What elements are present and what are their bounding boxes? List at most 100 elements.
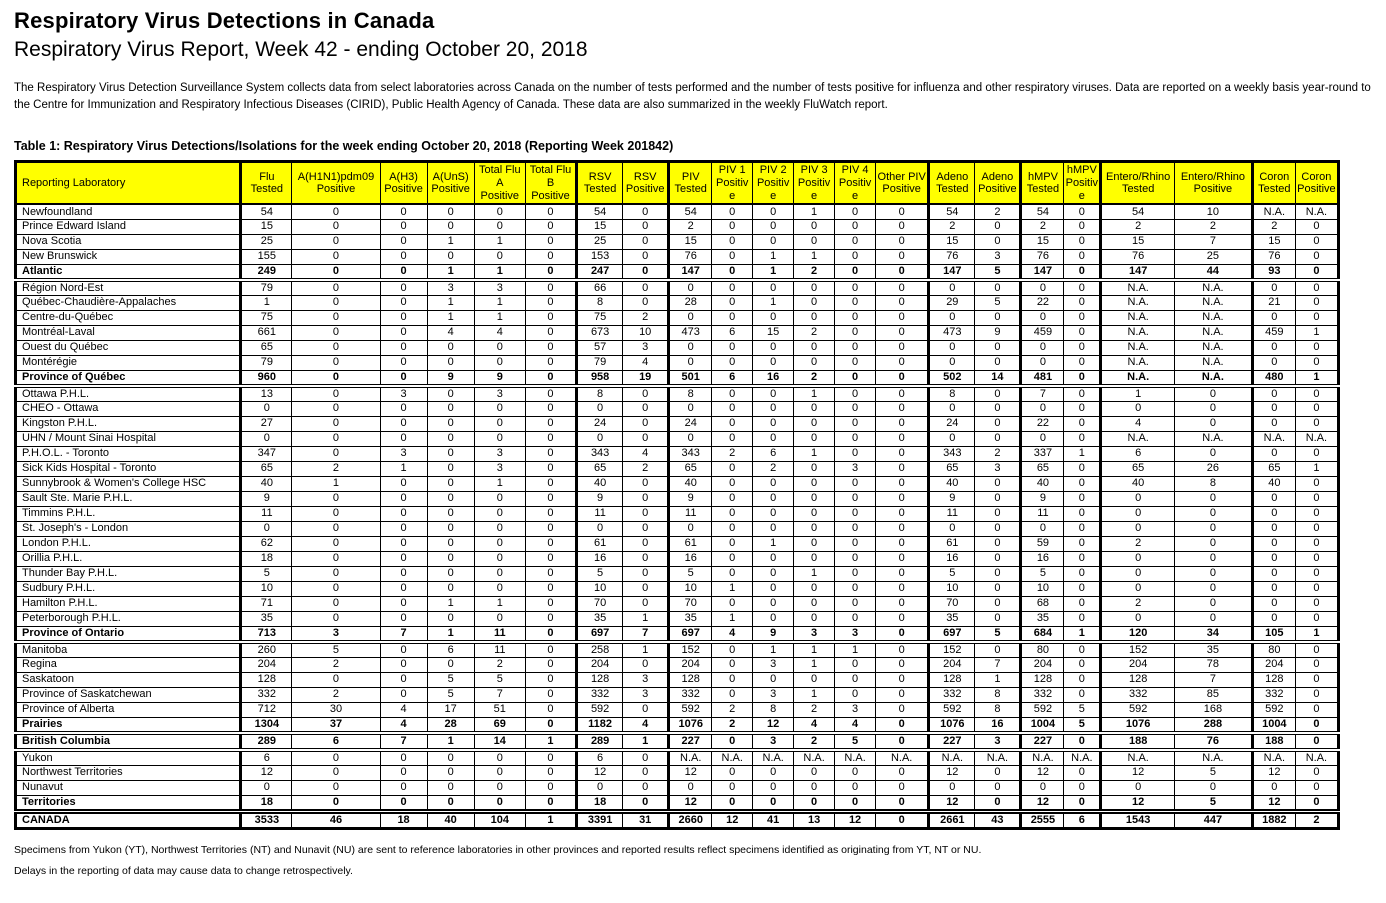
page-description: The Respiratory Virus Detection Surveill… xyxy=(14,82,1371,111)
table-cell: 0 xyxy=(1294,475,1340,492)
table-cell: 1004 xyxy=(1019,716,1065,735)
table-cell: 0 xyxy=(927,354,976,371)
table-row: Orillia P.H.L. 18 0 0 0 0 0 16 0 16 0 0 0 0 0 16 0 16 0 0 0 0… xyxy=(14,550,1340,567)
table-cell: 0 xyxy=(1099,550,1176,567)
table-cell: 0 xyxy=(379,263,428,282)
table-cell: 0 xyxy=(1063,339,1102,356)
table-cell: 11 xyxy=(1019,505,1065,522)
table-cell: N.A. xyxy=(1174,279,1253,296)
table-cell: 0 xyxy=(711,415,754,432)
table-cell: 0 xyxy=(1294,354,1340,371)
table-cell: 9 xyxy=(239,490,293,507)
table-row: New Brunswick 155 0 0 0 0 0 153 0 76 0 1 1 0 0 76 3 76 0 76… xyxy=(14,248,1340,265)
table-cell: 0 xyxy=(1294,550,1340,567)
table-cell: 0 xyxy=(752,279,795,296)
table-cell: 0 xyxy=(1294,641,1340,658)
table-cell: 4 xyxy=(473,324,526,341)
table-cell: 684 xyxy=(1019,625,1065,644)
table-cell: 8 xyxy=(667,385,713,402)
table-cell: 70 xyxy=(927,595,976,612)
table-cell: 347 xyxy=(239,445,293,462)
row-label: British Columbia xyxy=(14,732,242,752)
table-cell: 2 xyxy=(473,656,526,673)
table-cell: 0 xyxy=(1294,794,1340,814)
table-cell: 0 xyxy=(752,595,795,612)
table-cell: 0 xyxy=(752,580,795,597)
table-cell: 713 xyxy=(239,625,293,644)
table-cell: 0 xyxy=(667,400,713,417)
table-cell: 0 xyxy=(426,656,475,673)
table-cell: N.A. xyxy=(1099,369,1176,388)
table-cell: 0 xyxy=(524,779,578,796)
table-cell: 76 xyxy=(667,248,713,265)
table-cell: 0 xyxy=(711,279,754,296)
table-cell: 1 xyxy=(239,294,293,311)
table-cell: 0 xyxy=(379,671,428,688)
table-cell: N.A. xyxy=(752,749,795,766)
table-row: Province of Saskatchewan 332 2 0 5 7 0 332 3 332 0… xyxy=(14,686,1340,703)
table-cell: 227 xyxy=(667,732,713,752)
table-cell: 0 xyxy=(1174,520,1253,537)
table-cell: 0 xyxy=(974,764,1022,781)
table-cell: 0 xyxy=(622,580,670,597)
column-header: Total Flu A Positive xyxy=(473,161,526,206)
table-cell: 0 xyxy=(1063,565,1102,582)
table-cell: 0 xyxy=(473,218,526,235)
table-cell: 0 xyxy=(524,490,578,507)
table-cell: 0 xyxy=(793,671,836,688)
table-cell: 0 xyxy=(711,732,754,752)
table-cell: 2 xyxy=(711,701,754,718)
table-row: UHN / Mount Sinai Hospital 0 0 0 0 0 0 0 0 0 0 0 0 0 0… xyxy=(14,430,1340,447)
table-cell: 0 xyxy=(524,324,578,341)
table-cell: 0 xyxy=(1294,535,1340,552)
table-cell: 0 xyxy=(1294,445,1340,462)
table-cell: 592 xyxy=(927,701,976,718)
row-label: Atlantic xyxy=(14,263,242,282)
table-cell: N.A. xyxy=(1174,354,1253,371)
table-cell: 0 xyxy=(291,520,381,537)
table-cell: 12 xyxy=(834,808,877,830)
table-cell: 0 xyxy=(875,550,930,567)
table-cell: 0 xyxy=(834,656,877,673)
table-cell: 0 xyxy=(834,430,877,447)
table-cell: 0 xyxy=(291,445,381,462)
table-cell: 10 xyxy=(575,580,624,597)
table-cell: 3 xyxy=(473,445,526,462)
column-header: Flu Tested xyxy=(239,161,293,206)
table-cell: 0 xyxy=(1174,535,1253,552)
table-cell: 0 xyxy=(875,415,930,432)
table-cell: 188 xyxy=(1250,732,1296,752)
table-cell: 0 xyxy=(711,460,754,477)
table-cell: 0 xyxy=(875,701,930,718)
table-cell: 0 xyxy=(875,339,930,356)
table-cell: N.A. xyxy=(1250,430,1296,447)
table-cell: 37 xyxy=(291,716,381,735)
table-cell: 0 xyxy=(752,430,795,447)
table-cell: 1 xyxy=(974,671,1022,688)
table-cell: 0 xyxy=(426,520,475,537)
table-cell: 0 xyxy=(711,686,754,703)
table-cell: 0 xyxy=(1250,535,1296,552)
table-cell: 0 xyxy=(875,641,930,658)
table-cell: 0 xyxy=(524,233,578,250)
table-cell: 1882 xyxy=(1250,808,1296,830)
row-label: Saskatoon xyxy=(14,671,242,688)
table-cell: 0 xyxy=(793,794,836,814)
table-cell: 0 xyxy=(1250,505,1296,522)
table-cell: 0 xyxy=(974,794,1022,814)
table-cell: 128 xyxy=(239,671,293,688)
table-cell: 3 xyxy=(834,701,877,718)
table-cell: 18 xyxy=(239,550,293,567)
table-cell: 0 xyxy=(426,400,475,417)
table-cell: 15 xyxy=(1099,233,1176,250)
row-label: Regina xyxy=(14,656,242,673)
column-header: PIV Tested xyxy=(667,161,713,206)
table-cell: 0 xyxy=(1294,701,1340,718)
table-cell: 15 xyxy=(1250,233,1296,250)
table-cell: 4 xyxy=(793,716,836,735)
table-cell: 1004 xyxy=(1250,716,1296,735)
table-cell: 3533 xyxy=(239,808,293,830)
table-cell: 0 xyxy=(575,430,624,447)
table-cell: 0 xyxy=(1019,779,1065,796)
table-cell: 0 xyxy=(379,535,428,552)
